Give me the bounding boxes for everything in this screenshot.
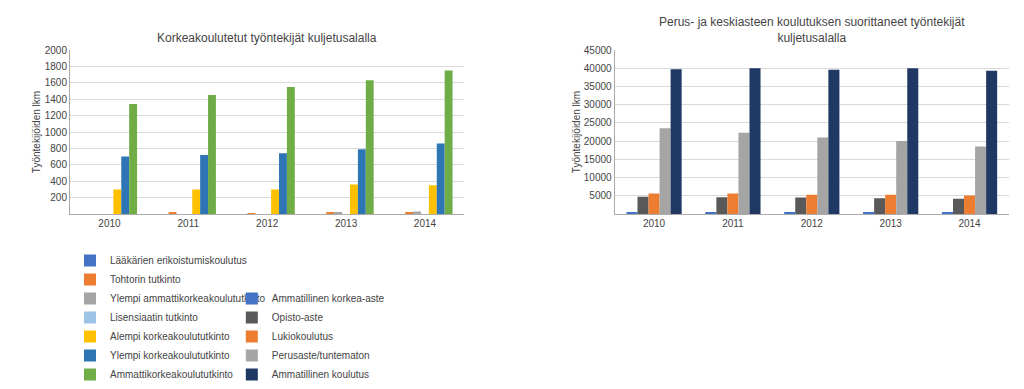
- svg-text:2014: 2014: [958, 218, 981, 229]
- svg-text:2012: 2012: [801, 218, 824, 229]
- svg-text:Lukiokoulutus: Lukiokoulutus: [272, 331, 333, 342]
- svg-text:10000: 10000: [584, 172, 612, 183]
- svg-text:Ammatillinen koulutus: Ammatillinen koulutus: [272, 369, 369, 380]
- svg-text:1600: 1600: [45, 77, 68, 88]
- svg-text:Ylempi korkeakoulututkinto: Ylempi korkeakoulututkinto: [110, 350, 230, 361]
- svg-text:35000: 35000: [584, 81, 612, 92]
- svg-text:Työntekijöiden lkm: Työntekijöiden lkm: [31, 91, 42, 173]
- svg-text:Perusaste/tuntematon: Perusaste/tuntematon: [272, 350, 370, 361]
- svg-text:600: 600: [50, 159, 67, 170]
- svg-text:Perus- ja keskiasteen koulutuk: Perus- ja keskiasteen koulutuksen suorit…: [659, 15, 965, 45]
- svg-text:Työntekijöiden lkm: Työntekijöiden lkm: [571, 91, 582, 173]
- svg-text:1200: 1200: [45, 110, 68, 121]
- svg-text:45000: 45000: [584, 45, 612, 56]
- svg-text:1400: 1400: [45, 94, 68, 105]
- svg-text:2011: 2011: [178, 218, 200, 229]
- svg-text:Korkeakoulutetut työntekijät k: Korkeakoulutetut työntekijät kuljetusala…: [157, 31, 377, 45]
- svg-text:Lääkärien erikoistumiskoulutus: Lääkärien erikoistumiskoulutus: [110, 255, 247, 266]
- svg-text:2013: 2013: [335, 218, 358, 229]
- svg-text:30000: 30000: [584, 99, 612, 110]
- svg-text:400: 400: [50, 176, 67, 187]
- svg-text:Tohtorin tutkinto: Tohtorin tutkinto: [110, 274, 181, 285]
- svg-text:1800: 1800: [45, 61, 68, 72]
- svg-text:2010: 2010: [643, 218, 666, 229]
- svg-text:2010: 2010: [98, 218, 121, 229]
- svg-text:2014: 2014: [414, 218, 437, 229]
- svg-text:25000: 25000: [584, 117, 612, 128]
- svg-text:200: 200: [50, 192, 67, 203]
- svg-text:800: 800: [50, 143, 67, 154]
- svg-text:15000: 15000: [584, 154, 612, 165]
- svg-text:20000: 20000: [584, 136, 612, 147]
- svg-text:Ammattikorkeakoulututkinto: Ammattikorkeakoulututkinto: [110, 369, 233, 380]
- svg-text:2012: 2012: [256, 218, 279, 229]
- svg-text:Ylempi ammattikorkeakoulututki: Ylempi ammattikorkeakoulututkinto: [110, 293, 266, 304]
- svg-text:Alempi korkeakoulututkinto: Alempi korkeakoulututkinto: [110, 331, 230, 342]
- svg-text:Opisto-aste: Opisto-aste: [272, 312, 324, 323]
- svg-text:Lisensiaatin tutkinto: Lisensiaatin tutkinto: [110, 312, 198, 323]
- svg-text:1000: 1000: [45, 127, 68, 138]
- svg-text:2013: 2013: [880, 218, 903, 229]
- svg-text:5000: 5000: [589, 190, 612, 201]
- svg-text:2000: 2000: [45, 45, 68, 56]
- svg-text:Ammatillinen korkea-aste: Ammatillinen korkea-aste: [272, 293, 385, 304]
- svg-text:2011: 2011: [722, 218, 744, 229]
- svg-text:40000: 40000: [584, 63, 612, 74]
